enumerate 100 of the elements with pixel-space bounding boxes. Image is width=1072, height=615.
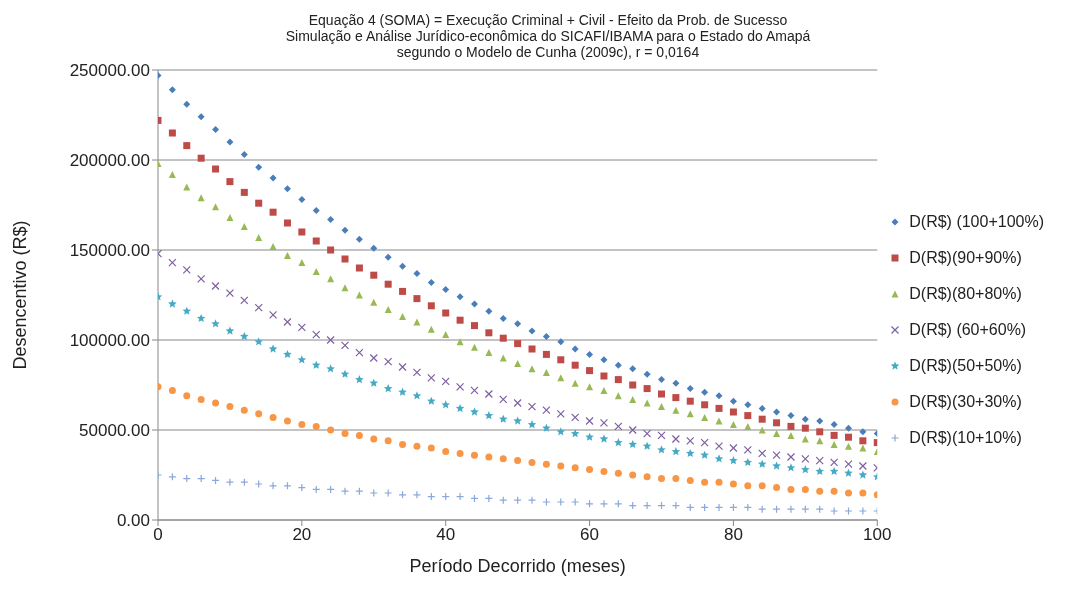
x-tick-label: 100: [863, 525, 892, 545]
point: [211, 319, 220, 328]
point: [614, 361, 622, 369]
point: [384, 280, 392, 288]
point: [456, 293, 464, 301]
point: [226, 214, 234, 222]
point: [370, 244, 378, 252]
point: [484, 411, 494, 420]
point: [413, 269, 421, 277]
point: [327, 426, 335, 434]
point: [845, 489, 852, 497]
point: [686, 385, 694, 393]
point: [672, 379, 680, 387]
point: [283, 185, 291, 193]
point: [268, 481, 278, 490]
point: [197, 154, 205, 162]
point: [672, 394, 680, 402]
point: [399, 440, 407, 448]
point: [527, 402, 537, 411]
x-axis-title: Período Decorrido (meses): [409, 556, 626, 576]
legend-label: D(R$)(10+10%): [909, 429, 1022, 447]
point: [226, 138, 234, 146]
point: [600, 356, 608, 364]
point: [643, 370, 651, 378]
point: [484, 494, 493, 503]
point: [355, 348, 364, 357]
point: [470, 300, 478, 308]
point: [744, 482, 752, 490]
point: [571, 413, 580, 422]
point: [571, 345, 579, 353]
point: [513, 398, 522, 408]
point: [758, 404, 766, 412]
point: [268, 344, 278, 353]
point: [412, 391, 422, 400]
point: [427, 396, 436, 405]
chart-title: Equação 4 (SOMA) = Execução Criminal + Civil - Efeito da Prob. de Sucesso: [307, 12, 789, 28]
point: [399, 287, 407, 295]
point: [455, 382, 465, 391]
legend-label: D(R$)(90+90%): [909, 249, 1022, 267]
point: [845, 433, 852, 441]
point: [197, 395, 205, 403]
point: [773, 419, 781, 427]
x-tick-label: 80: [723, 525, 743, 545]
point: [369, 488, 378, 498]
point: [586, 367, 594, 375]
point: [240, 331, 249, 341]
point: [168, 170, 176, 178]
chart-subtitle: Simulação e Análise Jurídico-econômica do SICAFI/IBAMA para o Estado do Amapá segundo o Modelo de Cunha (2009c), r = 0,0164: [284, 28, 812, 60]
point: [168, 129, 176, 137]
x-tick-label: 0: [153, 525, 163, 545]
point: [714, 454, 724, 463]
point: [701, 413, 709, 421]
point: [283, 219, 291, 227]
point: [542, 460, 550, 468]
point: [571, 361, 579, 369]
point: [599, 418, 609, 427]
point: [326, 335, 335, 345]
point: [225, 326, 235, 335]
point: [212, 165, 220, 173]
point: [370, 435, 378, 443]
point: [815, 456, 824, 465]
point: [297, 483, 306, 492]
point: [599, 499, 609, 508]
point: [413, 295, 421, 303]
point: [744, 412, 752, 420]
point: [629, 365, 637, 373]
point: [801, 415, 809, 423]
point: [643, 501, 652, 510]
point: [527, 420, 537, 429]
point: [514, 340, 522, 348]
point: [801, 485, 809, 493]
point: [816, 487, 824, 495]
point: [859, 489, 867, 497]
point: [729, 408, 737, 416]
point: [442, 309, 450, 317]
point: [801, 424, 809, 432]
point: [686, 476, 694, 484]
point: [427, 278, 435, 286]
point: [556, 409, 565, 418]
point: [226, 178, 234, 186]
point: [643, 473, 651, 481]
point: [729, 480, 737, 488]
point: [254, 479, 263, 489]
point: [355, 264, 363, 272]
point: [225, 478, 235, 487]
point: [384, 437, 392, 445]
point: [671, 447, 681, 456]
point: [427, 373, 436, 382]
point: [600, 467, 608, 475]
point: [715, 478, 723, 486]
point: [657, 431, 666, 440]
point: [470, 386, 479, 395]
point: [412, 490, 422, 499]
point: [455, 492, 465, 501]
point: [657, 376, 665, 384]
point: [283, 317, 292, 327]
point: [442, 448, 450, 456]
point: [614, 376, 622, 384]
point: [701, 388, 709, 396]
point: [355, 431, 363, 439]
